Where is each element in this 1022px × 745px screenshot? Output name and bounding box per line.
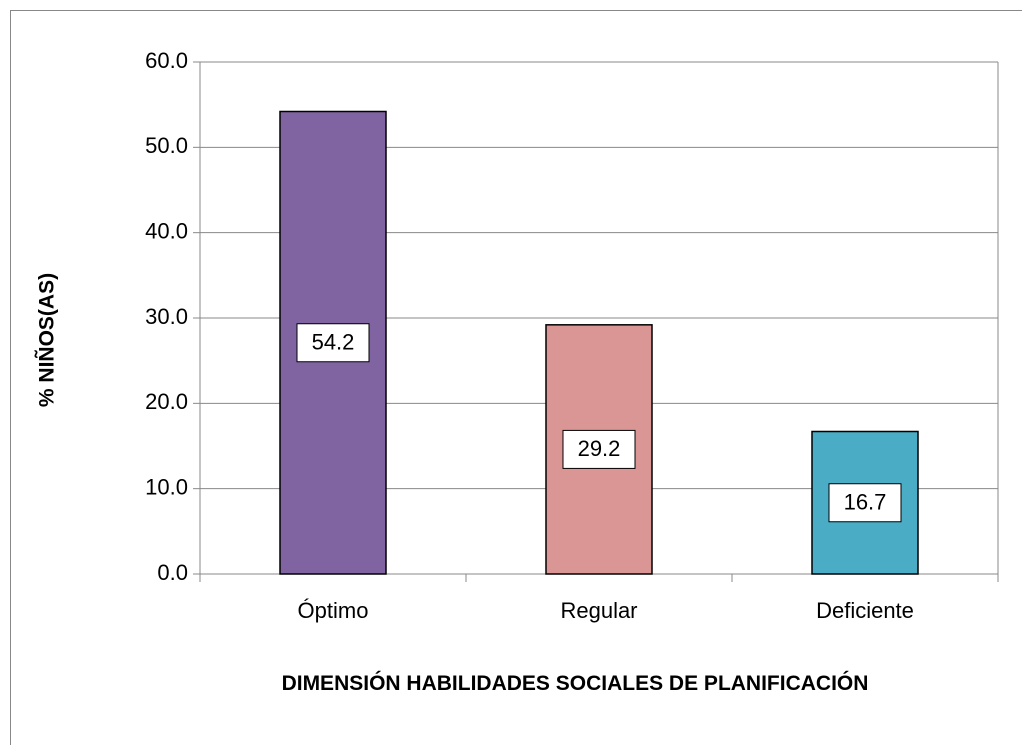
data-label: 16.7 <box>844 490 887 515</box>
data-label-box <box>562 429 636 469</box>
y-tick-label: 40.0 <box>145 218 188 243</box>
x-tick-label: Regular <box>560 598 637 623</box>
data-label-box <box>828 483 902 523</box>
data-label: 54.2 <box>312 330 355 355</box>
y-tick-label: 0.0 <box>157 560 188 585</box>
y-tick-label: 30.0 <box>145 304 188 329</box>
data-label: 29.2 <box>578 436 621 461</box>
x-tick-label: Deficiente <box>816 598 914 623</box>
data-label-box <box>296 323 370 363</box>
y-tick-label: 50.0 <box>145 133 188 158</box>
x-axis-title: DIMENSIÓN HABILIDADES SOCIALES DE PLANIF… <box>281 672 869 695</box>
y-tick-label: 60.0 <box>145 48 188 73</box>
y-axis-title: % NIÑOS(AS) <box>36 273 59 407</box>
chart-frame <box>10 10 1022 745</box>
y-tick-label: 20.0 <box>145 389 188 414</box>
y-tick-label: 10.0 <box>145 474 188 499</box>
x-tick-label: Óptimo <box>298 598 369 623</box>
